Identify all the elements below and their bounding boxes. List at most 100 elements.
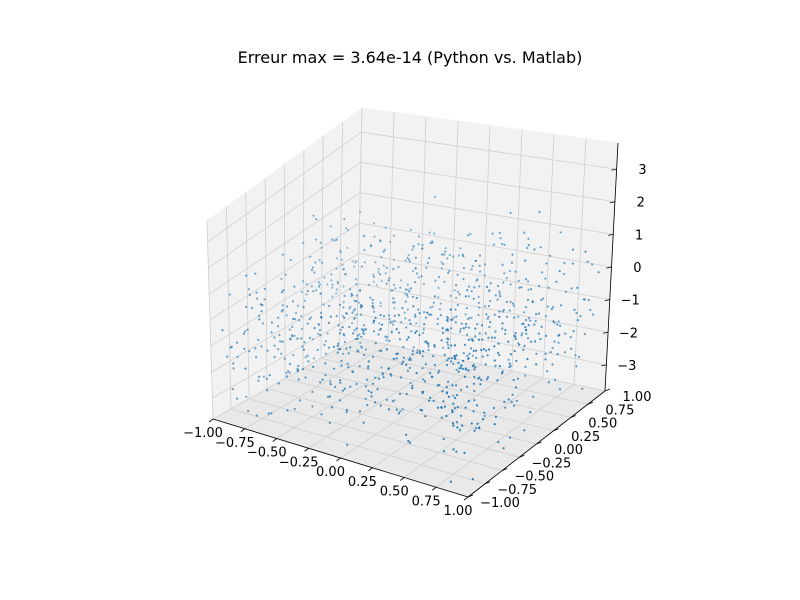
x-tick-label: 0.75 [412,494,441,509]
scatter-point [387,279,390,282]
scatter-point [314,261,317,264]
x-tick-label: −1.00 [183,426,223,441]
grid-line [209,222,360,321]
scatter-point [459,247,462,250]
scatter-point [586,260,589,263]
scatter-point [418,235,421,238]
scatter-point [351,311,354,314]
scatter-point [472,382,475,385]
scatter-point [478,285,481,288]
scatter-point [402,356,405,359]
z-tick-label: 2 [637,196,645,211]
scatter-point [497,441,500,444]
scatter-point [478,376,481,379]
scatter-point [589,308,592,311]
scatter-point [504,332,507,335]
scatter-point [497,342,500,345]
scatter-point [526,337,530,340]
x-tick-mark [336,457,341,462]
scatter-point [342,333,345,336]
scatter-point [418,349,422,353]
scatter-point [281,304,284,307]
scatter-point [289,338,292,341]
grid-line [358,252,610,301]
scatter-point [570,287,573,290]
scatter-point [587,298,590,302]
scatter-point [552,320,555,323]
scatter-point [403,311,406,314]
scatter-point [421,244,424,247]
scatter-point [494,294,497,297]
scatter-point [405,392,408,396]
scatter-point [527,280,530,283]
scatter-point [527,244,530,247]
scatter-point [405,293,408,296]
scatter-point [415,330,418,333]
scatter-point [438,369,441,372]
z-tick-label: −2 [619,326,638,341]
scatter-point [449,480,452,483]
scatter-point [525,278,528,281]
scatter-point [301,345,304,348]
scatter-point [558,388,562,391]
scatter-point [366,378,369,381]
scatter-point [339,399,342,402]
y-tick-label: −0.25 [531,456,571,471]
scatter-point [383,248,387,251]
scatter-point [415,296,418,300]
scatter-point [501,370,504,373]
scatter-point [530,340,533,343]
y-tick-label: 0.00 [554,443,583,458]
grid-line [208,162,362,269]
scatter-point [445,385,448,389]
scatter-point [455,315,458,318]
scatter-point [560,304,563,307]
scatter-point [414,256,417,259]
scatter-point [311,390,314,393]
scatter-point [497,351,500,354]
scatter-point [400,362,403,365]
scatter-point [514,335,517,338]
scatter-point [470,290,473,293]
scatter-point [480,348,483,352]
scatter-point [303,299,306,302]
scatter-point [309,255,312,258]
scatter-point [391,320,394,323]
scatter-point [341,314,344,317]
scatter-point [492,243,495,246]
scatter-point [527,288,530,291]
scatter-point [323,276,326,279]
x-tick-mark [272,438,277,442]
scatter-point [353,317,356,320]
scatter-point [257,338,260,341]
scatter-point [535,363,538,366]
scatter-point [524,306,528,309]
scatter-point [411,295,415,298]
scatter-point [473,368,476,371]
scatter-point [345,312,348,315]
scatter-point [529,411,532,414]
scatter-point [277,325,280,328]
scatter-point [525,332,528,335]
scatter-point [340,359,343,362]
scatter-point [302,280,305,283]
scatter-point [431,375,434,378]
scatter-point [576,319,579,322]
scatter-point [417,276,420,279]
scatter-point [473,389,476,393]
scatter-point [380,323,384,326]
y-tick-label: −0.50 [514,470,554,485]
scatter-point [450,360,453,363]
scatter-point [445,392,448,395]
scatter-point [385,339,388,342]
scatter-point [305,293,308,296]
scatter-point [406,256,409,259]
scatter-point [278,333,281,337]
y-tick-label: −0.75 [497,483,537,498]
scatter-point [524,259,527,262]
scatter-point [339,328,342,331]
scatter-point [356,334,359,337]
scatter-point [342,285,345,288]
scatter-point [527,237,530,240]
scatter-point [257,379,260,382]
